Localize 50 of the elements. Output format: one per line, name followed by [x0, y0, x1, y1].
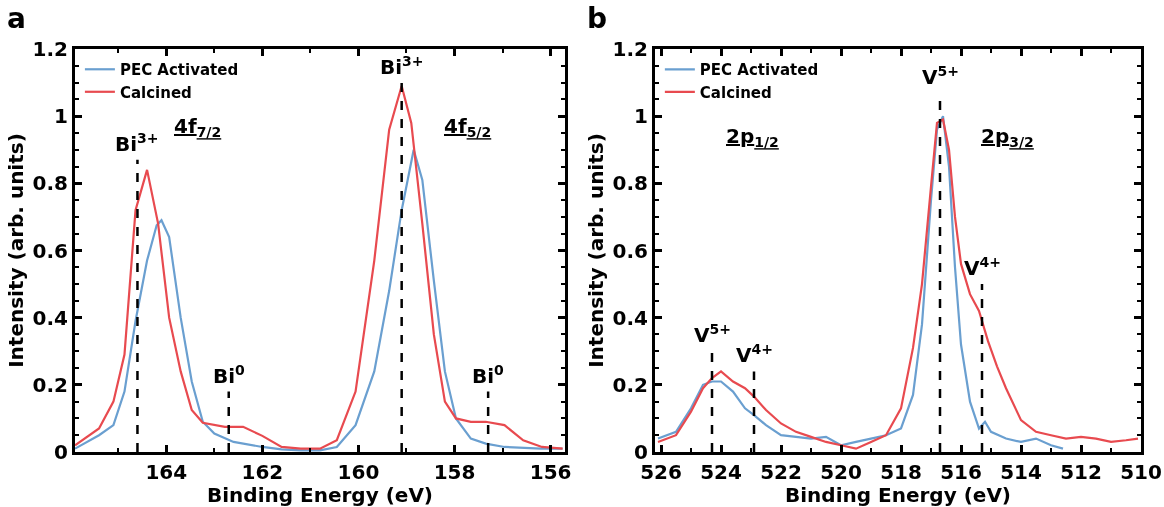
x-tick-label: 164 — [145, 460, 188, 484]
x-tick-label: 162 — [241, 460, 284, 484]
y-axis-title: Intensity (arb. units) — [584, 133, 609, 368]
x-tick-label: 512 — [1060, 460, 1102, 484]
y-tick-label: 0.8 — [612, 171, 648, 196]
x-tick-label: 510 — [1120, 460, 1162, 484]
y-axis-title: Intensity (arb. units) — [4, 133, 29, 368]
x-tick-label: 156 — [529, 460, 572, 484]
x-axis-title: Binding Energy (eV) — [785, 483, 1011, 507]
legend-label: Calcined — [699, 83, 772, 102]
line-series — [656, 115, 1065, 450]
annotation: Bi$^{3+}$ — [380, 53, 424, 80]
x-tick-label: 514 — [1000, 460, 1042, 484]
text: a — [7, 2, 26, 35]
x-tick-label: 160 — [337, 460, 380, 484]
y-tick-label: 0.4 — [612, 305, 648, 330]
annotation: Bi$^{0}$ — [213, 362, 246, 389]
y-tick-label: 0.2 — [32, 372, 68, 397]
legend-label: PEC Activated — [119, 61, 239, 80]
x-tick-label: 158 — [433, 460, 476, 484]
x-tick-label: 518 — [880, 460, 922, 484]
y-tick-label: 1.2 — [612, 37, 648, 61]
annotation: Bi$^{3+}$ — [115, 130, 159, 157]
y-tick-label: 0.8 — [32, 171, 68, 196]
x-tick-label: 522 — [760, 460, 802, 484]
x-tick-label: 524 — [700, 460, 742, 484]
annotation: 2p$_{3/2}$ — [981, 124, 1034, 151]
annotation: 2p$_{1/2}$ — [726, 124, 779, 151]
annotation: Bi$^{0}$ — [472, 362, 505, 389]
annotation: 4f$_{5/2}$ — [444, 114, 492, 141]
annotation: V$^{4+}$ — [964, 254, 1001, 281]
x-tick-label: 520 — [820, 460, 862, 484]
x-tick-label: 516 — [940, 460, 982, 484]
y-tick-label: 1 — [54, 104, 68, 129]
y-tick-label: 1.2 — [32, 37, 68, 61]
y-tick-label: 0.6 — [32, 238, 68, 263]
annotation: V$^{5+}$ — [694, 321, 731, 348]
y-tick-label: 0 — [54, 440, 68, 464]
y-tick-label: 0.6 — [612, 238, 648, 263]
legend-label: Calcined — [119, 83, 192, 102]
y-tick-label: 0.4 — [32, 305, 68, 330]
x-axis-title: Binding Energy (eV) — [207, 483, 433, 507]
legend-label: PEC Activated — [699, 61, 819, 80]
annotation: 4f$_{7/2}$ — [174, 114, 222, 141]
annotation: V$^{5+}$ — [922, 63, 959, 90]
text: b — [587, 2, 608, 35]
y-tick-label: 0.2 — [612, 372, 648, 397]
line-series — [656, 118, 1140, 450]
annotation: V$^{4+}$ — [736, 341, 773, 368]
y-tick-label: 1 — [634, 104, 648, 129]
